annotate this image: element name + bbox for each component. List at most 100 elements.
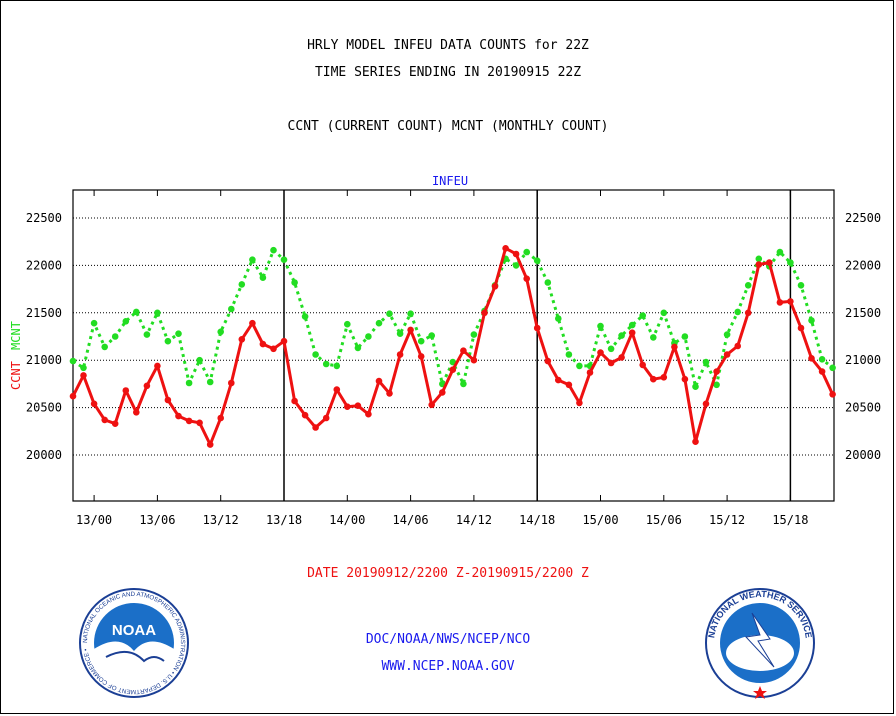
data-point-ccnt: [259, 340, 267, 348]
data-point-mcnt: [734, 308, 741, 316]
data-point-ccnt: [439, 389, 446, 396]
data-point-ccnt: [723, 351, 731, 358]
data-point-ccnt: [143, 382, 151, 390]
data-point-mcnt: [143, 331, 151, 338]
data-point-mcnt: [206, 378, 214, 386]
data-point-mcnt: [259, 274, 267, 282]
data-point-mcnt: [681, 333, 689, 340]
data-point-ccnt: [280, 337, 288, 345]
data-point-ccnt: [90, 400, 98, 408]
data-point-ccnt: [671, 343, 678, 351]
data-point-mcnt: [755, 255, 763, 263]
data-point-ccnt: [386, 390, 393, 397]
data-point-mcnt: [122, 318, 130, 325]
panel-title: INFEU: [432, 174, 468, 188]
chart-title-line-1: HRLY MODEL INFEU DATA COUNTS for 22Z: [307, 38, 589, 53]
data-point-mcnt: [386, 310, 393, 318]
data-point-ccnt: [449, 366, 457, 374]
data-point-mcnt: [333, 362, 341, 370]
data-point-ccnt: [122, 387, 130, 394]
data-point-mcnt: [639, 312, 646, 319]
y-tick-label-left: 22000: [26, 258, 62, 272]
data-point-mcnt: [555, 315, 562, 322]
data-point-ccnt: [185, 417, 193, 425]
x-tick-label: 15/12: [709, 513, 745, 527]
data-point-ccnt: [291, 397, 298, 405]
data-point-mcnt: [238, 281, 246, 288]
data-point-mcnt: [829, 364, 836, 372]
data-point-mcnt: [154, 309, 161, 317]
x-tick-label: 13/12: [203, 513, 239, 527]
data-point-mcnt: [407, 310, 414, 318]
x-tick-label: 15/18: [772, 513, 808, 527]
data-point-ccnt: [354, 402, 362, 410]
data-point-ccnt: [744, 309, 752, 317]
data-point-mcnt: [417, 337, 425, 345]
data-point-mcnt: [797, 282, 805, 289]
data-point-mcnt: [618, 332, 625, 339]
data-point-ccnt: [164, 396, 172, 404]
data-point-mcnt: [628, 321, 636, 329]
data-point-mcnt: [228, 305, 235, 313]
data-point-ccnt: [565, 381, 573, 389]
data-point-mcnt: [280, 256, 288, 264]
data-point-mcnt: [322, 360, 330, 368]
data-point-ccnt: [829, 391, 836, 398]
data-point-mcnt: [787, 259, 794, 266]
data-point-mcnt: [702, 358, 710, 366]
data-point-ccnt: [639, 361, 646, 369]
data-point-mcnt: [217, 328, 224, 336]
data-point-mcnt: [80, 364, 87, 372]
data-point-ccnt: [576, 399, 583, 407]
x-tick-label: 13/18: [266, 513, 302, 527]
data-point-ccnt: [491, 283, 499, 290]
data-point-mcnt: [164, 337, 172, 345]
x-tick-label: 14/12: [456, 513, 492, 527]
data-point-ccnt: [787, 298, 794, 305]
data-point-mcnt: [533, 257, 541, 265]
data-point-mcnt: [818, 356, 826, 363]
data-point-mcnt: [723, 331, 731, 338]
data-point-ccnt: [249, 319, 256, 327]
data-point-mcnt: [301, 313, 309, 320]
y-tick-label-right: 20000: [845, 448, 881, 462]
y-label-ccnt: CCNT: [9, 361, 23, 390]
data-point-ccnt: [238, 336, 246, 343]
data-point-ccnt: [755, 261, 763, 268]
x-tick-label: 13/00: [76, 513, 112, 527]
data-point-mcnt: [249, 256, 256, 264]
website-label: WWW.NCEP.NOAA.GOV: [381, 659, 515, 674]
data-point-ccnt: [618, 354, 625, 361]
data-point-ccnt: [417, 353, 425, 360]
data-point-ccnt: [196, 419, 203, 427]
series-line-ccnt: [71, 246, 834, 447]
org-label: DOC/NOAA/NWS/NCEP/NCO: [365, 632, 531, 647]
data-point-ccnt: [333, 386, 341, 393]
data-point-mcnt: [597, 322, 604, 330]
data-point-mcnt: [354, 344, 362, 352]
data-point-mcnt: [692, 383, 699, 391]
data-point-mcnt: [90, 319, 98, 327]
data-point-ccnt: [628, 329, 636, 337]
data-point-ccnt: [660, 374, 668, 381]
y-tick-label-right: 20500: [845, 401, 881, 415]
y-axis-label: CCNT MCNT: [9, 321, 23, 390]
data-point-mcnt: [111, 333, 119, 340]
data-point-mcnt: [175, 330, 182, 338]
data-point-ccnt: [133, 409, 140, 416]
data-point-ccnt: [312, 424, 319, 431]
data-point-ccnt: [228, 379, 235, 387]
data-point-mcnt: [69, 357, 77, 365]
data-point-ccnt: [776, 299, 784, 306]
data-point-ccnt: [111, 420, 119, 428]
data-point-mcnt: [650, 334, 657, 341]
data-point-mcnt: [523, 248, 530, 256]
data-point-ccnt: [597, 349, 604, 356]
series-ccnt: [69, 245, 836, 448]
x-tick-label: 14/06: [393, 513, 429, 527]
data-point-ccnt: [481, 309, 488, 317]
data-point-ccnt: [101, 416, 108, 424]
data-point-mcnt: [460, 380, 467, 388]
